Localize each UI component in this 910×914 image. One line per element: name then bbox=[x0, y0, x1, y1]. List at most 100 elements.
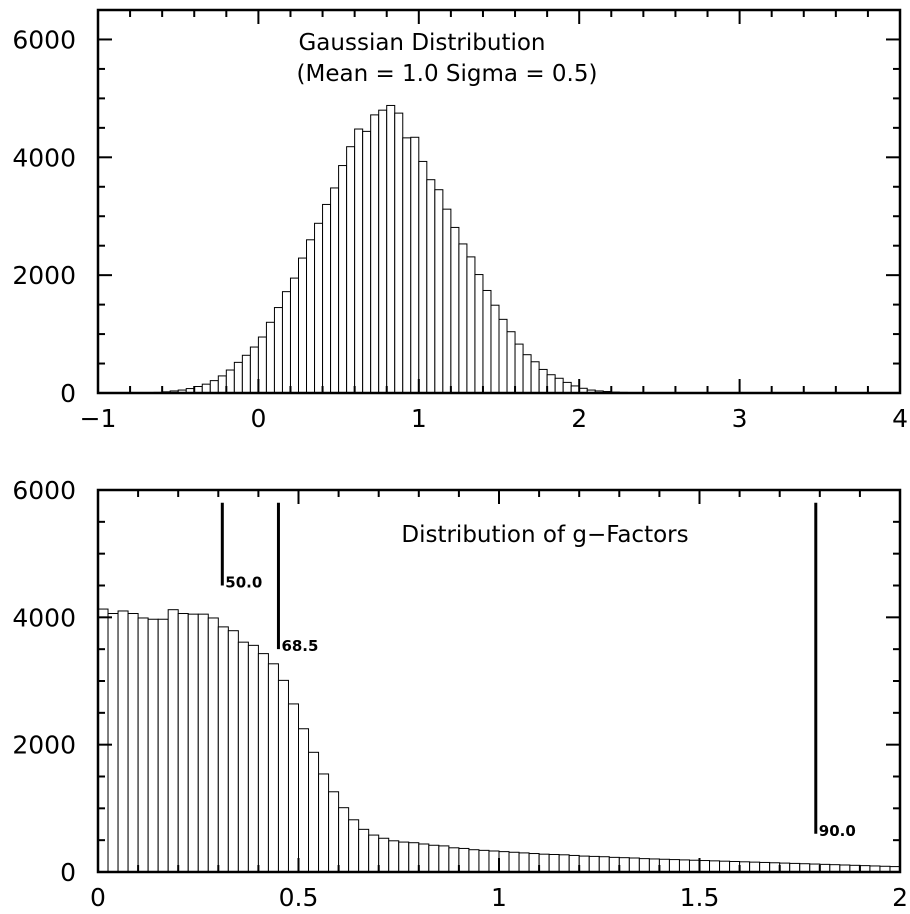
histogram-bar bbox=[394, 112, 404, 394]
g-factor-percentile-markers: 50.0 68.5 90.0 bbox=[220, 502, 856, 840]
histogram-bar bbox=[233, 361, 243, 394]
histogram-bar bbox=[546, 374, 556, 394]
y-tick-label: 0 bbox=[60, 379, 76, 408]
histogram-bar bbox=[418, 843, 430, 873]
histogram-bar bbox=[749, 861, 761, 873]
histogram-bar bbox=[554, 377, 564, 394]
histogram-bar bbox=[789, 862, 801, 873]
histogram-bar bbox=[709, 860, 721, 873]
histogram-bar bbox=[528, 853, 540, 873]
histogram-bar bbox=[508, 851, 520, 873]
histogram-bar bbox=[322, 203, 332, 394]
y-tick-label: 4000 bbox=[12, 143, 76, 172]
histogram-bar bbox=[314, 222, 324, 394]
histogram-bar bbox=[257, 336, 267, 394]
histogram-bar bbox=[388, 840, 400, 873]
histogram-bar bbox=[522, 354, 532, 394]
y-tick-label: 2000 bbox=[12, 731, 76, 760]
histogram-bar bbox=[137, 617, 149, 873]
histogram-bar bbox=[277, 679, 289, 873]
y-tick-label: 0 bbox=[60, 858, 76, 887]
histogram-bar bbox=[289, 277, 300, 394]
histogram-bar bbox=[498, 851, 510, 873]
histogram-bar bbox=[538, 368, 548, 394]
histogram-bar bbox=[490, 304, 500, 394]
histogram-bar bbox=[442, 208, 452, 394]
g-factor-tick-labels: 0 0.5 1 1.5 2 0 2000 4000 6000 bbox=[12, 476, 908, 912]
histogram-bar bbox=[354, 128, 364, 394]
x-tick-label: 2 bbox=[571, 404, 587, 433]
histogram-bar bbox=[548, 853, 560, 873]
g-factor-ticks bbox=[97, 489, 901, 873]
x-tick-label: 2 bbox=[892, 883, 908, 912]
gaussian-ticks bbox=[97, 9, 901, 394]
histogram-bar bbox=[217, 626, 229, 873]
histogram-bar bbox=[729, 860, 741, 873]
histogram-bar bbox=[197, 613, 209, 873]
histogram-bar bbox=[678, 859, 690, 873]
histogram-bar bbox=[588, 855, 600, 873]
histogram-bar bbox=[578, 855, 590, 873]
histogram-bar bbox=[328, 791, 340, 873]
histogram-bar bbox=[498, 318, 508, 394]
histogram-bar bbox=[281, 291, 291, 394]
x-tick-label: 0 bbox=[90, 883, 106, 912]
x-tick-label: 3 bbox=[732, 404, 748, 433]
histogram-bar bbox=[506, 331, 516, 394]
histogram-bar bbox=[306, 239, 316, 394]
histogram-bar bbox=[468, 849, 480, 873]
histogram-bar bbox=[628, 857, 640, 873]
histogram-bar bbox=[187, 613, 199, 873]
histogram-bar bbox=[648, 858, 660, 873]
histogram-bar bbox=[668, 859, 680, 873]
histogram-bar bbox=[739, 861, 751, 873]
histogram-bar bbox=[719, 860, 731, 873]
x-tick-label: 4 bbox=[892, 404, 908, 433]
histogram-bar bbox=[127, 613, 139, 873]
histogram-bar bbox=[241, 354, 251, 394]
x-tick-label: 1 bbox=[411, 404, 427, 433]
histogram-bar bbox=[618, 857, 630, 873]
y-tick-label: 6000 bbox=[12, 476, 76, 505]
y-tick-label: 6000 bbox=[12, 25, 76, 54]
histogram-bar bbox=[273, 307, 283, 394]
histogram-bar bbox=[237, 641, 249, 873]
histogram-bar bbox=[117, 610, 129, 873]
histogram-bar bbox=[478, 849, 490, 873]
histogram-bar bbox=[358, 828, 370, 873]
histogram-bar bbox=[562, 381, 572, 394]
gaussian-title-line-2: (Mean = 1.0 Sigma = 0.5) bbox=[297, 61, 598, 87]
histogram-bar bbox=[568, 854, 580, 873]
gaussian-plot-frame bbox=[96, 8, 902, 395]
histogram-bar bbox=[518, 852, 530, 873]
histogram-bar bbox=[458, 847, 470, 873]
x-tick-label: 0.5 bbox=[279, 883, 319, 912]
histogram-bar bbox=[338, 165, 348, 394]
histogram-bar bbox=[434, 189, 444, 394]
histogram-bar bbox=[318, 773, 330, 873]
histogram-bar bbox=[368, 834, 380, 873]
histogram-bar bbox=[225, 369, 235, 394]
g-factor-bars bbox=[97, 608, 901, 873]
x-tick-label: 1 bbox=[491, 883, 507, 912]
percentile-marker-label: 68.5 bbox=[281, 637, 318, 655]
histogram-bar bbox=[410, 136, 420, 394]
gaussian-title-line-1: Gaussian Distribution bbox=[298, 30, 545, 56]
histogram-bar bbox=[257, 653, 269, 873]
histogram-bar bbox=[598, 856, 610, 873]
x-tick-label: −1 bbox=[80, 404, 117, 433]
histogram-bar bbox=[514, 343, 524, 394]
y-tick-label: 4000 bbox=[12, 603, 76, 632]
histogram-bar bbox=[201, 383, 211, 394]
histogram-bar bbox=[418, 160, 428, 394]
histogram-bar bbox=[488, 850, 500, 873]
percentile-marker-label: 90.0 bbox=[819, 822, 856, 840]
histogram-bar bbox=[177, 613, 189, 873]
histogram-bar bbox=[265, 321, 275, 394]
y-tick-label: 2000 bbox=[12, 261, 76, 290]
g-factor-histogram-panel: 0 0.5 1 1.5 2 0 2000 4000 6000 50.0 68.5 90.0 Dist… bbox=[12, 476, 908, 912]
histogram-bar bbox=[769, 862, 781, 873]
histogram-bar bbox=[658, 858, 670, 873]
